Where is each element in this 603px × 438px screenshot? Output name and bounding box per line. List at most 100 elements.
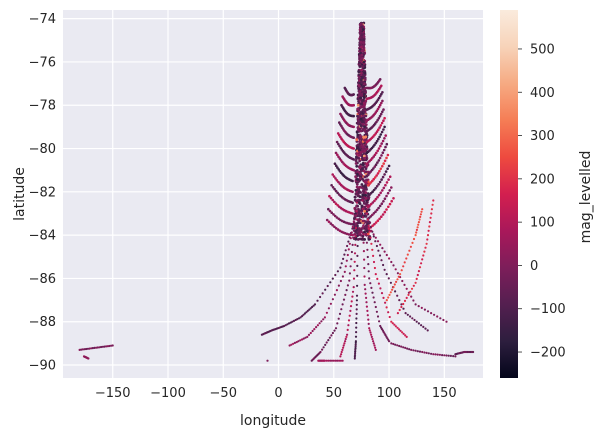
data-point [362, 85, 365, 88]
data-point [431, 203, 434, 206]
data-point [364, 288, 367, 291]
data-point [377, 137, 380, 141]
data-point [411, 317, 414, 320]
data-point [364, 213, 367, 216]
data-point [327, 359, 330, 362]
data-point [388, 293, 391, 296]
data-point [392, 197, 395, 200]
data-point [383, 197, 387, 200]
data-point [426, 238, 429, 241]
data-point [381, 99, 384, 103]
data-point [380, 130, 384, 134]
data-point [360, 204, 364, 208]
data-point [365, 305, 368, 308]
data-point [423, 351, 426, 354]
data-point [308, 308, 311, 311]
data-point [296, 318, 299, 321]
data-point [430, 352, 433, 355]
data-point [331, 331, 334, 335]
data-point [353, 357, 356, 360]
data-point [441, 354, 444, 357]
data-point [402, 265, 405, 268]
data-point [334, 202, 338, 205]
data-point [360, 68, 363, 72]
data-point [349, 237, 352, 240]
data-point [299, 316, 302, 319]
data-point [382, 119, 385, 122]
colorbar-tick-label: 500 [530, 42, 555, 57]
data-point [383, 268, 386, 271]
data-point [376, 219, 380, 222]
data-point [400, 303, 403, 306]
data-point [384, 334, 387, 337]
data-point [365, 165, 369, 168]
data-point [357, 84, 361, 87]
data-point [374, 210, 377, 213]
data-point [366, 218, 369, 221]
data-point [439, 317, 442, 320]
data-point [341, 348, 344, 351]
data-point [355, 331, 358, 334]
data-point [355, 201, 359, 204]
data-point [111, 344, 114, 347]
data-point [352, 286, 355, 289]
data-point [333, 214, 337, 218]
data-point [101, 345, 104, 348]
data-point [357, 148, 361, 152]
data-point [378, 78, 382, 81]
data-point [409, 245, 412, 248]
data-point [342, 346, 345, 349]
data-point [356, 224, 359, 228]
data-point [348, 314, 351, 317]
data-point [387, 296, 390, 299]
data-point [96, 346, 99, 349]
data-point [382, 162, 386, 165]
data-point [353, 252, 357, 255]
data-point [384, 134, 388, 137]
data-point [310, 359, 313, 362]
data-point [303, 312, 306, 315]
data-point [381, 151, 385, 154]
data-point [370, 286, 373, 289]
data-point [334, 177, 337, 180]
data-point [329, 196, 333, 200]
data-point [402, 307, 405, 310]
data-point [266, 359, 269, 362]
data-point [329, 281, 332, 284]
data-point [418, 266, 422, 269]
data-point [404, 334, 407, 337]
data-point [335, 179, 339, 182]
data-point [360, 49, 364, 53]
data-point [391, 288, 394, 291]
data-point [372, 233, 375, 236]
data-point [357, 111, 361, 115]
data-point [349, 305, 353, 308]
data-point [355, 164, 359, 168]
data-point [398, 308, 401, 312]
data-point [388, 202, 392, 206]
data-point [356, 274, 359, 277]
data-point [339, 266, 342, 269]
data-point [388, 175, 392, 178]
data-point [445, 320, 448, 323]
x-tick-label: 150 [432, 386, 457, 401]
data-point [106, 345, 109, 348]
data-point [436, 353, 439, 356]
data-point [415, 231, 418, 234]
data-point [367, 263, 370, 266]
data-point [383, 210, 387, 214]
data-point [332, 213, 335, 216]
data-point [354, 352, 357, 355]
data-point [428, 225, 431, 228]
data-point [438, 353, 441, 356]
data-point [358, 93, 361, 97]
data-point [364, 184, 368, 188]
data-point [328, 336, 331, 339]
data-point [372, 188, 376, 192]
data-point [342, 298, 346, 301]
data-point [358, 185, 361, 189]
data-point [359, 124, 363, 128]
data-point [382, 148, 386, 152]
data-point [379, 133, 383, 136]
data-point [362, 233, 365, 236]
